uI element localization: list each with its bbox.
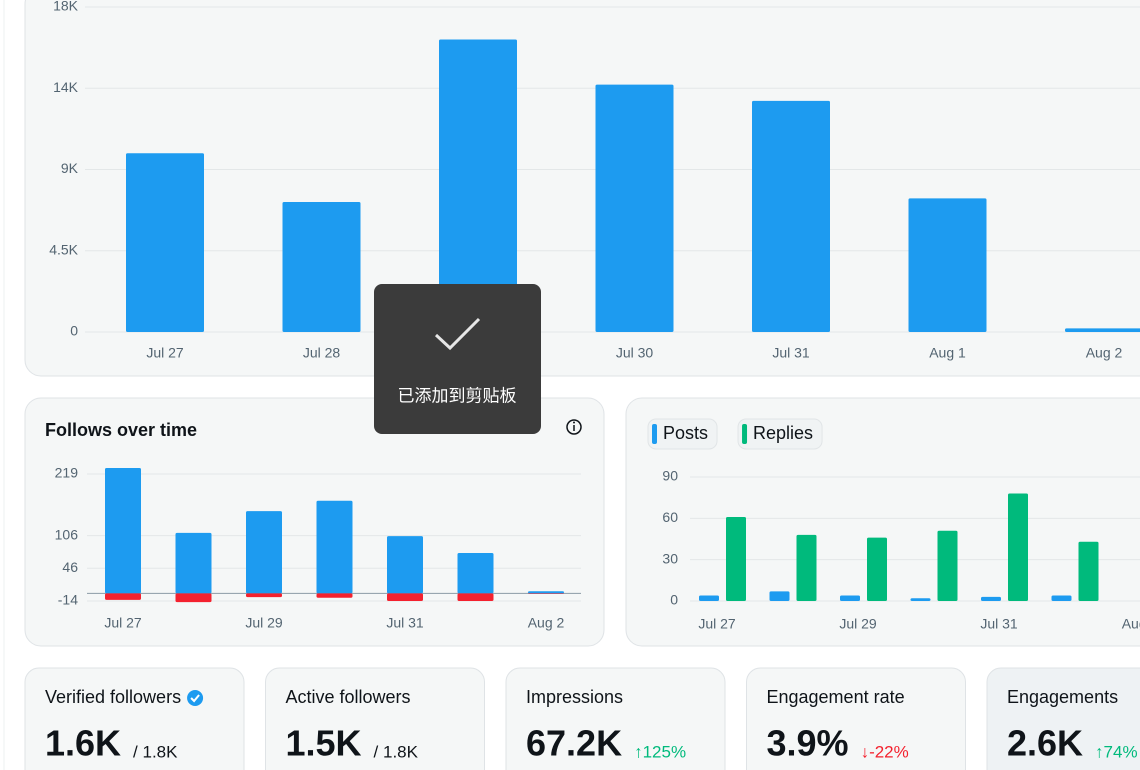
y-tick-label: 0 — [670, 592, 678, 608]
bar — [981, 596, 1001, 601]
bar — [699, 595, 719, 601]
x-tick-label: Jul 31 — [386, 615, 424, 631]
verified-badge — [187, 690, 204, 706]
stat-value: 67.2K — [526, 723, 622, 764]
x-tick-label: Jul 29 — [839, 616, 877, 632]
x-tick-label: Jul 27 — [104, 615, 142, 631]
x-tick-label: Jul 28 — [303, 345, 341, 361]
x-tick-label: Aug 2 — [1122, 616, 1140, 632]
y-tick-label: 219 — [55, 465, 79, 481]
bar — [1065, 328, 1140, 332]
info-icon[interactable] — [566, 419, 582, 435]
legend-item[interactable]: Posts — [647, 418, 718, 450]
x-tick-label: Jul 27 — [146, 345, 184, 361]
legend-label: Posts — [663, 423, 708, 443]
follows-title: Follows over time — [45, 420, 197, 440]
legend-swatch — [742, 424, 748, 444]
bar — [457, 553, 494, 594]
stat-change: ↓-22% — [861, 742, 909, 761]
bar — [105, 593, 141, 600]
x-tick-label: Aug 1 — [929, 345, 966, 361]
bar — [387, 536, 423, 594]
bar — [796, 534, 817, 601]
bar — [439, 39, 517, 332]
bar — [840, 595, 860, 601]
legend-label: Replies — [753, 423, 813, 443]
bar — [316, 593, 353, 598]
bar — [387, 593, 423, 601]
toast-message: 已添加到剪贴板 — [398, 386, 517, 405]
stat-value: 1.6K — [45, 723, 121, 764]
y-tick-label: 60 — [662, 509, 678, 525]
verified-check — [190, 694, 200, 703]
x-tick-label: Jul 31 — [980, 616, 1018, 632]
y-tick-label: 4.5K — [49, 241, 78, 257]
y-tick-label: 106 — [55, 526, 79, 542]
bar — [752, 100, 830, 332]
stat-card — [505, 667, 726, 770]
y-tick-label: -14 — [58, 592, 78, 608]
y-tick-label: 9K — [61, 160, 79, 176]
stat-title: Active followers — [286, 687, 411, 707]
bar — [282, 202, 361, 332]
y-tick-label: 90 — [662, 468, 678, 484]
bar — [867, 537, 887, 601]
y-tick-label: 18K — [53, 0, 79, 14]
legend-item[interactable]: Replies — [737, 418, 823, 450]
bar — [1051, 595, 1072, 601]
bar — [246, 593, 282, 598]
y-tick-label: 30 — [662, 550, 678, 566]
x-tick-label: Jul 30 — [616, 345, 654, 361]
x-tick-label: Jul 29 — [245, 615, 283, 631]
x-tick-label: Aug 2 — [528, 615, 565, 631]
bar — [175, 593, 212, 603]
toast-box — [374, 284, 541, 434]
stat-value: 2.6K — [1007, 723, 1083, 764]
bar — [528, 593, 564, 594]
y-tick-label: 14K — [53, 79, 79, 95]
bar — [457, 593, 494, 601]
stat-card — [265, 667, 485, 770]
stat-title: Verified followers — [45, 687, 181, 707]
stat-change: ↑125% — [634, 742, 686, 761]
stat-total: / 1.8K — [374, 742, 419, 761]
stat-total: / 1.8K — [133, 742, 178, 761]
bar — [726, 516, 746, 601]
bar — [595, 84, 674, 332]
stat-change: ↑74% — [1095, 742, 1138, 761]
x-tick-label: Jul 31 — [772, 345, 810, 361]
stat-value: 3.9% — [767, 723, 849, 764]
y-tick-label: 0 — [70, 323, 78, 339]
bar — [910, 598, 931, 601]
charts: 0 4.5K 9K 14K 18K Jul 27 Jul 28 Jul 29 Jul 30 Jul… — [24, 0, 1140, 770]
bar — [246, 511, 282, 594]
bar — [528, 591, 564, 594]
x-tick-label: Jul 27 — [698, 616, 736, 632]
stat-card — [986, 667, 1140, 770]
x-tick-label: Aug 2 — [1086, 345, 1123, 361]
stat-value: 1.5K — [286, 723, 362, 764]
bar — [908, 198, 987, 332]
toast: 已添加到剪贴板 — [374, 284, 541, 434]
bar — [1008, 493, 1028, 601]
bar — [1078, 541, 1099, 601]
bar — [316, 500, 353, 594]
legend-pill — [737, 418, 823, 450]
stat-card — [746, 667, 966, 770]
legend-swatch — [652, 424, 657, 444]
bar — [937, 530, 958, 601]
stat-title: Engagement rate — [767, 687, 905, 707]
bar — [126, 153, 204, 332]
stat-title: Engagements — [1007, 687, 1118, 707]
y-tick-label: 46 — [62, 559, 78, 575]
toast-check — [434, 317, 481, 351]
bar — [105, 468, 141, 594]
stat-title: Impressions — [526, 687, 623, 707]
bar — [769, 591, 790, 601]
bar — [175, 532, 212, 594]
legend-pill — [647, 418, 718, 450]
